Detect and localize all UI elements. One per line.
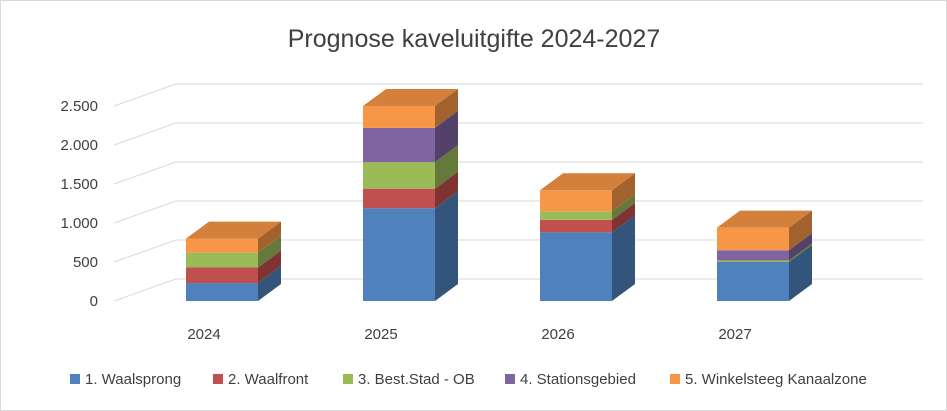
bar-side xyxy=(258,221,281,253)
gridline-diagonal xyxy=(113,200,177,224)
gridline-diagonal xyxy=(113,83,177,107)
bar-side xyxy=(258,250,281,284)
bar-top xyxy=(717,210,812,228)
bar-segment xyxy=(363,162,435,189)
bar-segment xyxy=(717,260,789,262)
bar-segment xyxy=(186,267,258,284)
y-tick-label: 1.500 xyxy=(60,176,98,193)
bar-side xyxy=(789,245,812,301)
bar-stack-2024 xyxy=(186,221,281,301)
legend-swatch xyxy=(213,374,223,384)
bar-stack-2026 xyxy=(540,173,635,301)
bar-side xyxy=(612,173,635,212)
bars xyxy=(186,89,812,301)
x-axis-ticks: 2024 2025 2026 2027 xyxy=(187,326,751,343)
legend-label: 5. Winkelsteeg Kanaalzone xyxy=(685,371,867,388)
bar-segment xyxy=(363,188,435,209)
gridline-diagonal xyxy=(113,161,177,185)
bar-segment xyxy=(717,250,789,261)
bar-side xyxy=(789,233,812,261)
x-tick-label: 2026 xyxy=(541,326,574,343)
y-axis-ticks: 0 500 1.000 1.500 2.000 2.500 xyxy=(60,98,98,310)
y-tick-label: 2.000 xyxy=(60,137,98,154)
bar-segment xyxy=(186,252,258,268)
bar-top xyxy=(186,221,281,239)
x-tick-label: 2024 xyxy=(187,326,220,343)
chart-title: Prognose kaveluitgifte 2024-2027 xyxy=(288,25,661,53)
x-tick-label: 2025 xyxy=(364,326,397,343)
legend-swatch xyxy=(505,374,515,384)
bar-segment xyxy=(540,232,612,301)
bar-segment xyxy=(540,211,612,220)
legend-label: 2. Waalfront xyxy=(228,371,309,388)
y-tick-label: 2.500 xyxy=(60,98,98,115)
bar-top xyxy=(363,89,458,106)
legend-label: 3. Best.Stad - OB xyxy=(358,371,475,388)
y-tick-label: 1.000 xyxy=(60,215,98,232)
y-tick-label: 500 xyxy=(73,254,98,271)
gridline-diagonal xyxy=(113,239,177,263)
bar-side xyxy=(789,210,812,251)
legend-swatch xyxy=(70,374,80,384)
legend-label: 1. Waalsprong xyxy=(85,371,181,388)
legend: 1. Waalsprong 2. Waalfront 3. Best.Stad - … xyxy=(70,371,867,388)
legend-swatch xyxy=(670,374,680,384)
bar-segment xyxy=(717,227,789,251)
gridline-diagonal xyxy=(113,122,177,146)
bar-segment xyxy=(540,190,612,212)
y-tick-label: 0 xyxy=(90,293,98,310)
bar-side xyxy=(435,171,458,209)
bar-side xyxy=(258,235,281,268)
bar-stack-2027 xyxy=(717,210,812,301)
bar-side xyxy=(435,89,458,128)
gridline-diagonal xyxy=(113,278,177,302)
bar-top xyxy=(540,173,635,191)
legend-label: 4. Stationsgebied xyxy=(520,371,636,388)
x-tick-label: 2027 xyxy=(718,326,751,343)
bar-side xyxy=(435,110,458,163)
bar-segment xyxy=(363,106,435,128)
bar-side xyxy=(435,191,458,301)
bar-segment xyxy=(363,208,435,301)
bar-segment xyxy=(540,219,612,233)
legend-swatch xyxy=(343,374,353,384)
bar-side xyxy=(612,215,635,301)
bar-side xyxy=(789,243,812,262)
bar-side xyxy=(612,194,635,220)
bar-side xyxy=(435,145,458,189)
bar-segment xyxy=(186,283,258,301)
bar-segment xyxy=(363,127,435,163)
bar-side xyxy=(258,266,281,301)
bar-segment xyxy=(186,238,258,253)
bar-segment xyxy=(717,262,789,301)
bar-side xyxy=(612,202,635,233)
bar-stack-2025 xyxy=(363,89,458,301)
